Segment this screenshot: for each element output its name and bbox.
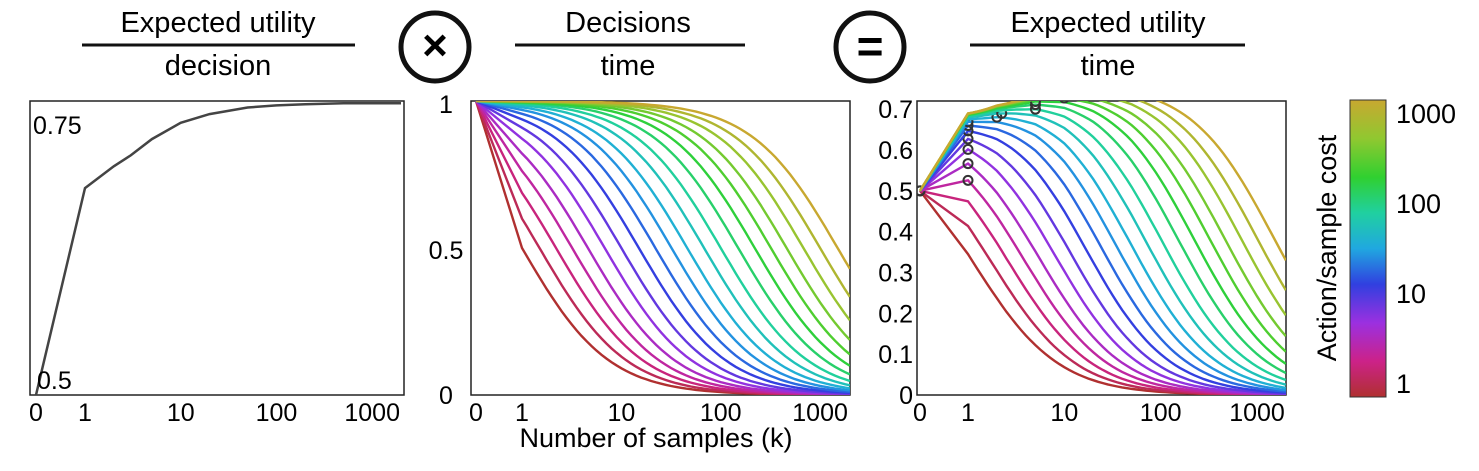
panel3-series-line bbox=[918, 103, 1286, 375]
panel1-ytick: 0.75 bbox=[33, 112, 82, 140]
panel3-title-numerator: Expected utility bbox=[1010, 7, 1206, 39]
panel3-xtick: 10 bbox=[1050, 399, 1078, 427]
panel3-ytick: 0.3 bbox=[878, 260, 913, 288]
panel2-series-line bbox=[475, 101, 850, 393]
panel3-xtick: 1 bbox=[961, 399, 975, 427]
panel3-xtick: 100 bbox=[1140, 399, 1182, 427]
panel2-series-line bbox=[475, 101, 850, 383]
panel3-series-line bbox=[918, 107, 1286, 382]
panel3-optimum-marker bbox=[1060, 91, 1069, 100]
panel2-ytick: 1 bbox=[439, 91, 453, 119]
panel3-xtick: 0 bbox=[913, 399, 927, 427]
panel3-ytick: 0 bbox=[899, 382, 913, 410]
panel3-series-line bbox=[918, 101, 1286, 261]
equals-symbol: = bbox=[857, 20, 884, 72]
panel2-xtick: 1000 bbox=[792, 399, 848, 427]
panel3-series-line bbox=[919, 137, 1286, 395]
panel3-plot bbox=[917, 85, 1286, 395]
panel3-ytick: 0.6 bbox=[878, 137, 913, 165]
panel3-series-line bbox=[918, 101, 1286, 365]
panel3-optimum-marker bbox=[1089, 85, 1098, 94]
panel2-series-line bbox=[475, 101, 850, 270]
panel1-frame bbox=[29, 100, 405, 396]
panel2-series-line bbox=[475, 101, 850, 395]
panel1-xtick: 10 bbox=[167, 399, 195, 427]
panel1-xtick: 1 bbox=[78, 399, 92, 427]
panel2-series-line bbox=[475, 101, 850, 392]
times-circle bbox=[398, 10, 472, 84]
panel3-series-line bbox=[919, 129, 1286, 394]
panel3-optimum-marker bbox=[962, 143, 974, 155]
panel3-ytick: 0.2 bbox=[878, 300, 913, 328]
panel2-ytick: 0.5 bbox=[429, 237, 464, 265]
panel3-ytick: 0.7 bbox=[878, 96, 913, 124]
panel3-optimum-marker bbox=[962, 174, 974, 186]
panel2-series-line bbox=[475, 101, 850, 376]
colorbar-tick: 1 bbox=[1396, 369, 1411, 399]
panel3-header: Expected utility time bbox=[970, 7, 1245, 82]
panel1-xtick: 1000 bbox=[344, 399, 400, 427]
panel1-title-numerator: Expected utility bbox=[120, 7, 316, 39]
panel2-ytick: 0 bbox=[439, 382, 453, 410]
panel3-optimum-marker bbox=[962, 158, 974, 170]
panel2-xtick: 0 bbox=[469, 399, 483, 427]
panel1-plot bbox=[34, 101, 401, 395]
panel2-title-numerator: Decisions bbox=[565, 7, 691, 39]
panel3-series-line bbox=[918, 112, 1286, 386]
colorbar-ticks: 1 10 100 1000 bbox=[1396, 99, 1456, 399]
panel3-ytick: 0.1 bbox=[878, 341, 913, 369]
panel2-series-line bbox=[475, 101, 850, 341]
panel1-xtick: 0 bbox=[29, 399, 43, 427]
panel2-xtick: 10 bbox=[607, 399, 635, 427]
times-symbol: × bbox=[422, 21, 448, 70]
panel3-ytick: 0.5 bbox=[878, 178, 913, 206]
panel1-title-denominator: decision bbox=[165, 50, 271, 82]
panel2-xtick: 1 bbox=[515, 399, 529, 427]
panel2-xtick: 100 bbox=[700, 399, 742, 427]
panel3-ytick: 0.4 bbox=[878, 219, 913, 247]
panel2-plot bbox=[474, 101, 850, 395]
panel2-series-line bbox=[475, 101, 850, 367]
colorbar-tick: 1000 bbox=[1396, 99, 1456, 129]
colorbar bbox=[1349, 99, 1387, 398]
panel3-series-line bbox=[918, 101, 1286, 353]
equals-circle bbox=[833, 10, 907, 84]
colorbar-tick: 10 bbox=[1396, 279, 1426, 309]
panel2-title-denominator: time bbox=[601, 50, 656, 82]
panel2-series-line bbox=[475, 101, 850, 390]
panel3-series-line bbox=[919, 120, 1286, 392]
panel3-optimum-marker bbox=[1060, 89, 1069, 98]
panel2-series-line bbox=[475, 101, 850, 395]
panel2-series-line bbox=[475, 101, 850, 356]
panel3-optimum-marker bbox=[1059, 101, 1069, 104]
colorbar-tick: 100 bbox=[1396, 189, 1441, 219]
panel3-series-line bbox=[919, 162, 1286, 395]
panel3-series-line bbox=[919, 147, 1286, 395]
panel1-header: Expected utility decision bbox=[82, 7, 355, 82]
panel3-series-line bbox=[919, 115, 1286, 390]
colorbar-label: Action/sample cost bbox=[1312, 134, 1342, 361]
panel3-xtick: 1000 bbox=[1229, 399, 1285, 427]
panel2-frame bbox=[470, 100, 851, 396]
panel2-header: Decisions time bbox=[515, 7, 745, 82]
panel3-optimum-marker bbox=[1089, 87, 1098, 96]
panel1-xtick: 100 bbox=[256, 399, 298, 427]
panel2-xlabel: Number of samples (k) bbox=[519, 423, 792, 453]
equals-operator: = bbox=[833, 10, 907, 84]
panel3-series-line bbox=[919, 124, 1286, 393]
panel1-ytick: 0.5 bbox=[37, 367, 72, 395]
panel2-series-line bbox=[475, 101, 850, 387]
panel3-title-denominator: time bbox=[1081, 50, 1136, 82]
times-operator: × bbox=[398, 10, 472, 84]
panel1-curve bbox=[34, 101, 401, 395]
panel2-series-line bbox=[475, 101, 850, 394]
